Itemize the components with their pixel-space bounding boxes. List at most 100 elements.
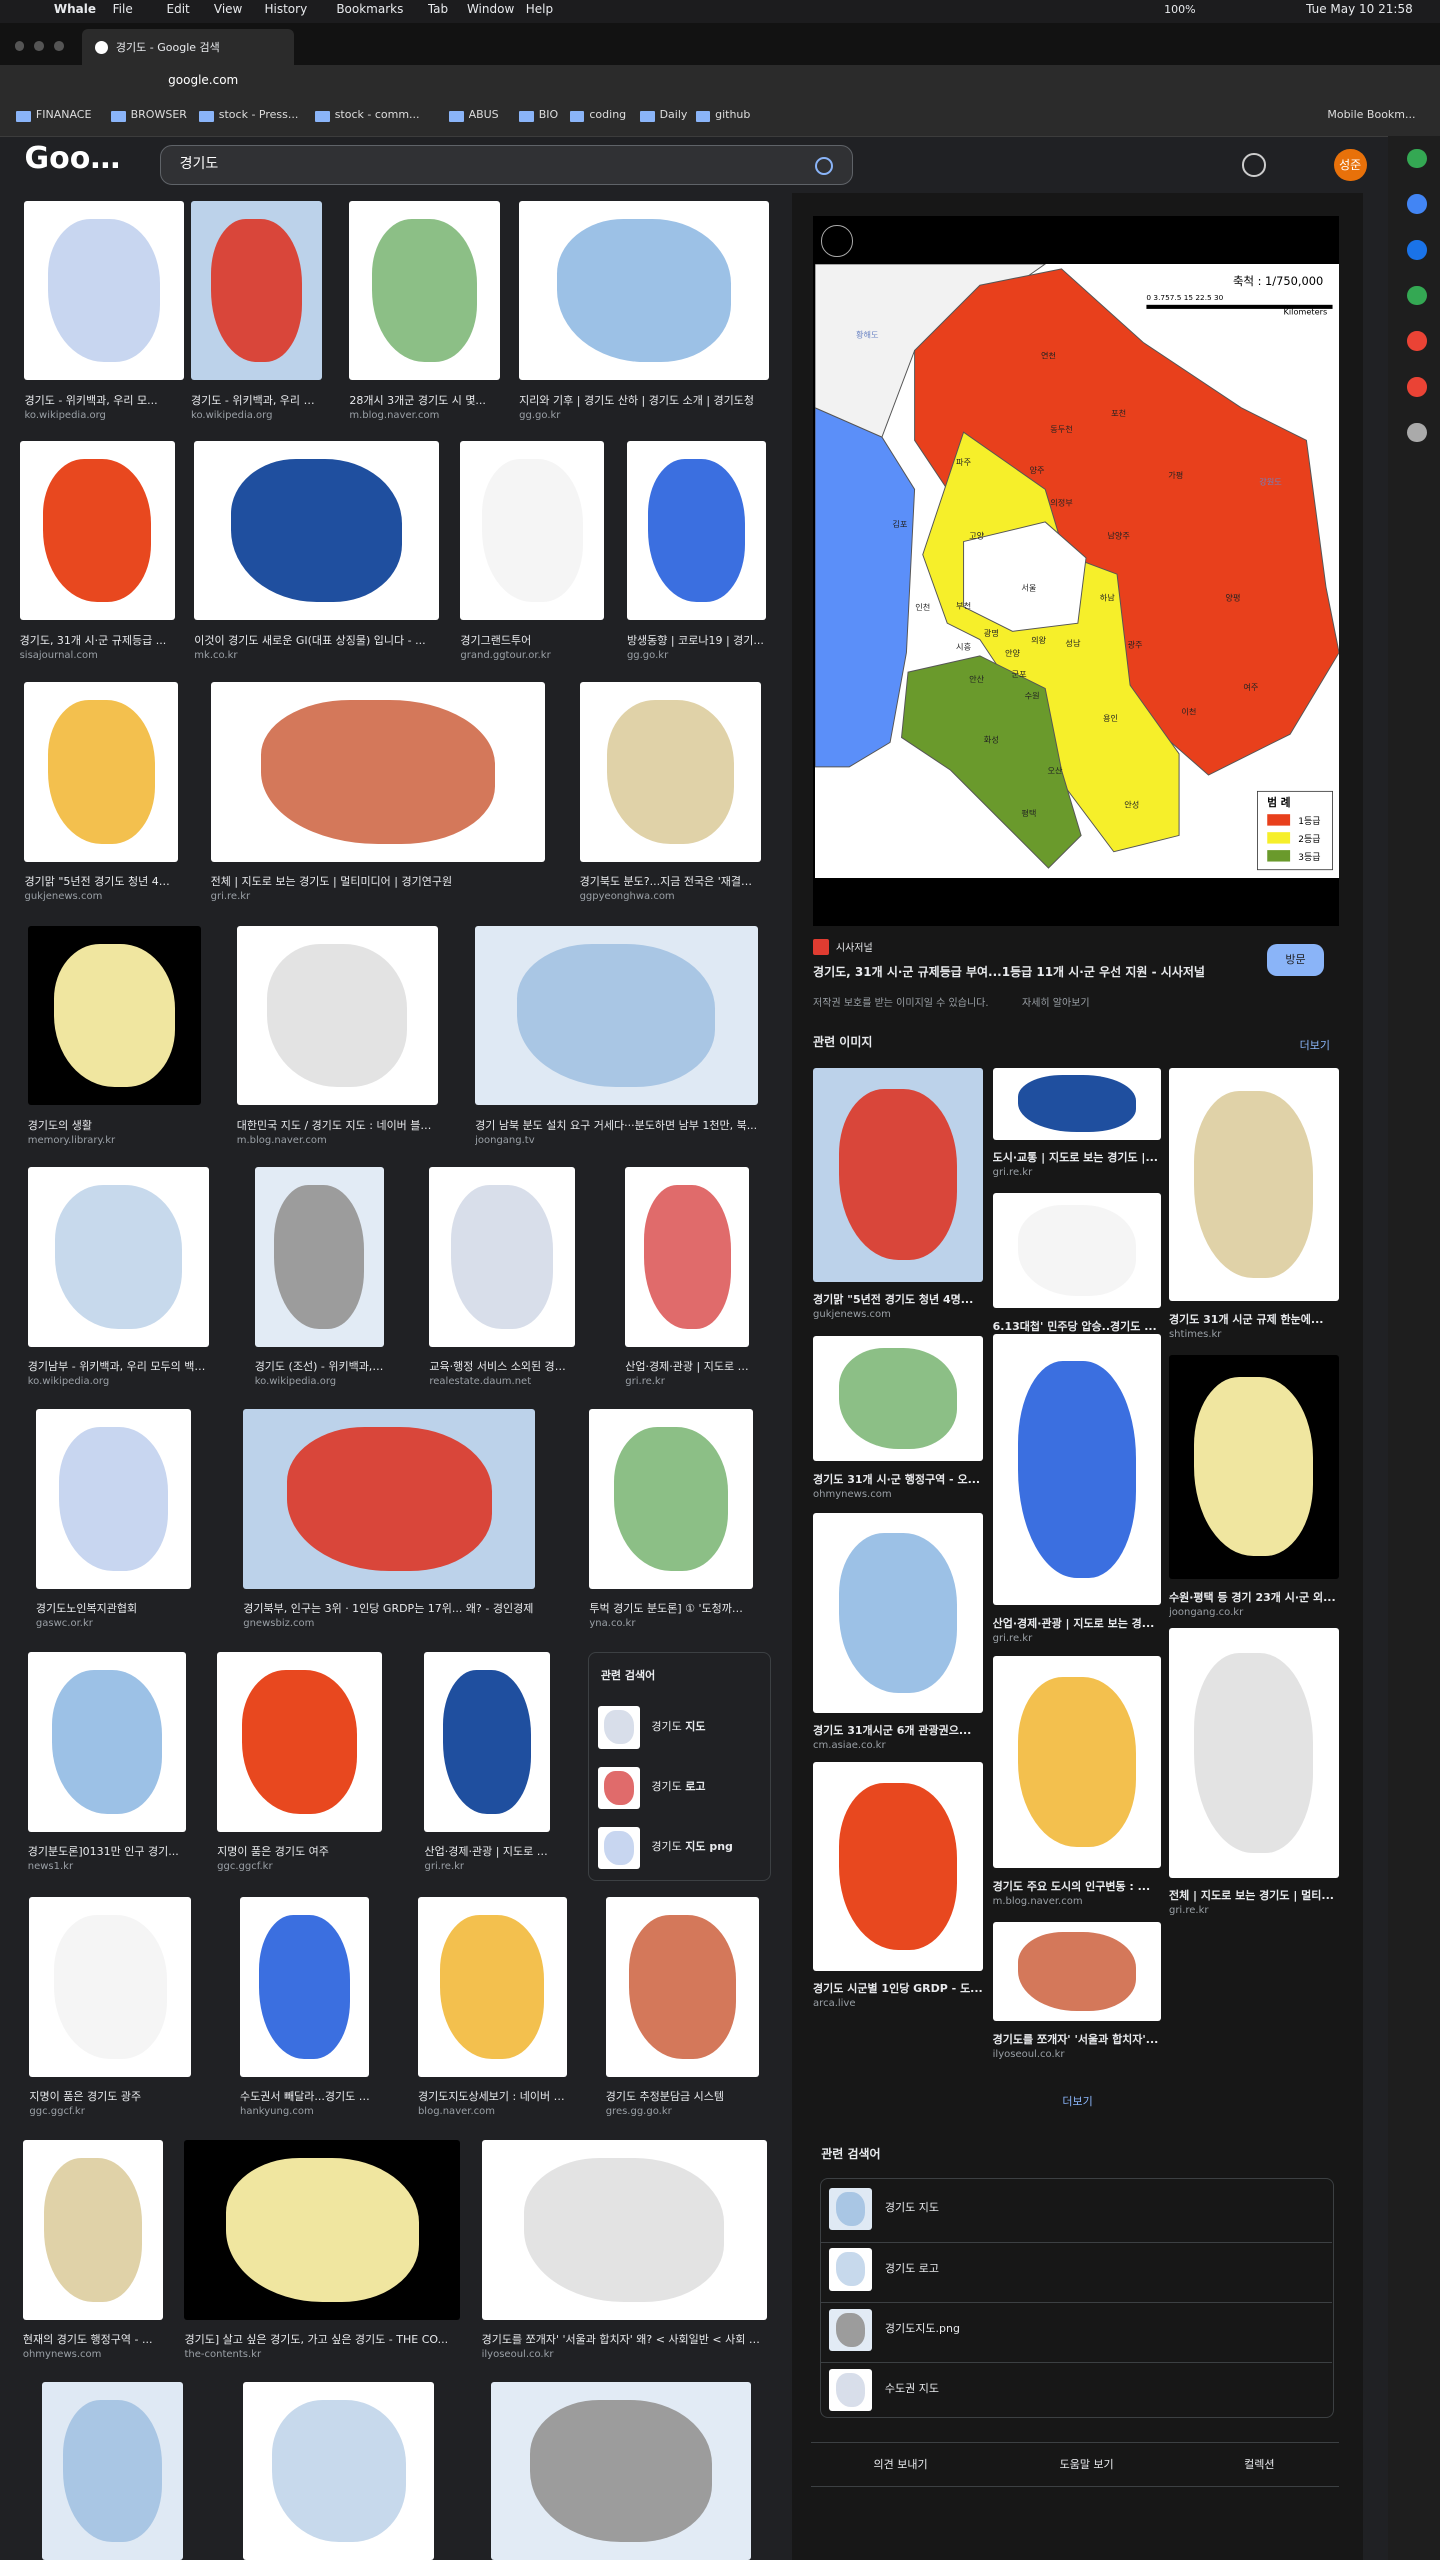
result-thumb[interactable] xyxy=(579,682,761,863)
result-thumb[interactable] xyxy=(605,1897,760,2077)
related-image-thumb[interactable] xyxy=(992,1921,1161,2022)
related-searches-box[interactable] xyxy=(819,2177,1335,2419)
result-source[interactable]: the-contents.kr xyxy=(184,2349,262,2361)
result-title[interactable]: 산업·경제·관광 | 지도로 보는 ... xyxy=(625,1360,756,1374)
result-thumb[interactable] xyxy=(35,1408,191,1589)
related-search-thumb[interactable] xyxy=(829,2187,872,2231)
result-title[interactable]: 경기맑 "5년전 경기도 청년 4명... xyxy=(24,875,178,889)
bookmark-icon[interactable] xyxy=(640,111,655,123)
result-source[interactable]: ggpyeonghwa.com xyxy=(579,891,675,903)
related-search-item[interactable]: 수도권 지도 xyxy=(884,2382,939,2396)
result-thumb[interactable] xyxy=(429,1167,575,1347)
result-title[interactable]: 경기도] 살고 싶은 경기도, 가고 싶은 경기도 - THE CO... xyxy=(184,2333,449,2347)
related-image-thumb[interactable] xyxy=(813,1335,983,1462)
result-thumb[interactable] xyxy=(22,2140,164,2320)
result-thumb[interactable] xyxy=(24,200,185,381)
result-source[interactable]: sisajournal.com xyxy=(19,649,98,661)
settings-btn[interactable] xyxy=(1242,153,1267,178)
search-query[interactable]: 경기도 xyxy=(179,156,219,173)
result-source[interactable]: ko.wikipedia.org xyxy=(254,1376,337,1388)
result-thumb[interactable] xyxy=(626,440,766,621)
result-thumb[interactable] xyxy=(27,925,201,1106)
result-title[interactable]: 경기도지도상세보기 : 네이버 블... xyxy=(417,2090,567,2104)
result-source[interactable]: blog.naver.com xyxy=(417,2106,495,2118)
result-title[interactable]: 28개시 3개군 경기도 시 몇... xyxy=(349,393,486,407)
result-title[interactable]: 경기도 - 위키백과, 우리 모... xyxy=(191,393,322,407)
result-title[interactable]: 경기도, 31개 시·군 규제등급 ... xyxy=(19,633,167,647)
related-item-thumb[interactable] xyxy=(597,1826,640,1870)
related-item-thumb[interactable] xyxy=(597,1766,640,1809)
related-search-item[interactable]: 경기도 로고 xyxy=(884,2261,939,2275)
result-source[interactable]: m.blog.naver.com xyxy=(349,409,440,421)
result-source[interactable]: gnewsbiz.com xyxy=(243,1617,315,1629)
bookmark-icon[interactable] xyxy=(519,111,534,123)
result-source[interactable]: memory.library.kr xyxy=(27,1134,116,1146)
search-btn[interactable] xyxy=(814,156,834,176)
related-image-thumb[interactable] xyxy=(992,1333,1161,1605)
result-source[interactable]: yna.co.kr xyxy=(589,1617,636,1629)
result-title[interactable]: 경기도노인복지관협회 xyxy=(35,1602,138,1615)
bookmark-icon[interactable] xyxy=(199,111,214,123)
result-title[interactable]: 지명이 품은 경기도 여주 xyxy=(217,1845,329,1859)
result-title[interactable]: 경기도 - 위키백과, 우리 모... xyxy=(24,393,158,407)
result-thumb[interactable] xyxy=(27,1167,209,1347)
related-image-thumb[interactable] xyxy=(813,1067,983,1282)
related-search-thumb[interactable] xyxy=(829,2308,872,2351)
result-source[interactable]: ggc.ggcf.kr xyxy=(29,2106,85,2118)
result-title[interactable]: 경기도 (조선) - 위키백과, 우리... xyxy=(254,1360,386,1374)
result-source[interactable]: gg.go.kr xyxy=(519,409,561,421)
result-source[interactable]: ko.wikipedia.org xyxy=(24,409,106,421)
tab[interactable] xyxy=(81,29,294,66)
result-title[interactable]: 경기그랜드투어 xyxy=(460,633,532,647)
bookmark-icon[interactable] xyxy=(16,111,31,123)
result-thumb[interactable] xyxy=(243,1408,536,1589)
related-image-thumb[interactable] xyxy=(1168,1627,1339,1878)
result-thumb[interactable] xyxy=(24,682,178,863)
result-thumb[interactable] xyxy=(210,682,546,863)
result-source[interactable]: ko.wikipedia.org xyxy=(27,1376,110,1388)
footer-link[interactable]: 컬렉션 xyxy=(1244,2457,1275,2471)
result-source[interactable]: ko.wikipedia.org xyxy=(191,409,273,421)
new-tab-btn[interactable] xyxy=(309,38,329,58)
result-title[interactable]: 교육·행정 서비스 소외된 경기... xyxy=(429,1360,575,1374)
result-title[interactable]: 경기남부 - 위키백과, 우리 모두의 백과... xyxy=(27,1360,209,1374)
related-search-item[interactable]: 경기도 지도 xyxy=(884,2201,939,2215)
bookmark-icon[interactable] xyxy=(695,111,711,123)
result-source[interactable]: ilyoseoul.co.kr xyxy=(481,2349,554,2361)
related-item[interactable]: 경기도 지도 png xyxy=(651,1838,765,1858)
bookmark[interactable]: stock - comm... xyxy=(334,107,420,121)
result-source[interactable]: gri.re.kr xyxy=(424,1861,465,1873)
result-source[interactable]: m.blog.naver.com xyxy=(236,1134,327,1146)
result-title[interactable]: 대한민국 지도 / 경기도 지도 : 네이버 블로... xyxy=(236,1118,438,1132)
close-btn[interactable] xyxy=(821,225,853,257)
bookmark-bar[interactable] xyxy=(0,101,1440,137)
result-thumb[interactable] xyxy=(424,1652,551,1832)
result-source[interactable]: realestate.daum.net xyxy=(429,1376,532,1388)
result-title[interactable]: 경기 남북 분도 설치 요구 거세다···분도하면 남부 1천만, 북... xyxy=(475,1118,758,1132)
result-title[interactable]: 현재의 경기도 행정구역 - ... xyxy=(22,2333,153,2347)
result-title[interactable]: 지리와 기후 | 경기도 산하 | 경기도 소개 | 경기도청 xyxy=(519,393,755,407)
result-thumb[interactable] xyxy=(519,200,769,381)
result-thumb[interactable] xyxy=(191,200,322,381)
result-title[interactable]: 산업·경제·관광 | 지도로 보는 ... xyxy=(424,1845,556,1859)
related-image-thumb[interactable] xyxy=(813,1513,983,1713)
result-title[interactable]: 경기도 추정분담금 시스템 xyxy=(605,2090,725,2104)
result-thumb[interactable] xyxy=(417,1897,567,2077)
learn-more-link[interactable]: 자세히 알아보기 xyxy=(1022,998,1090,1010)
result-source[interactable]: ohmynews.com xyxy=(22,2349,102,2361)
related-search-item[interactable]: 경기도지도.png xyxy=(884,2322,960,2335)
result-thumb[interactable] xyxy=(217,1652,383,1832)
bookmark-icon[interactable] xyxy=(315,111,330,123)
menu-item[interactable]: History xyxy=(264,1,308,16)
tab-title[interactable]: 경기도 - Google 검색 xyxy=(115,41,220,55)
bookmark[interactable]: github xyxy=(715,107,751,121)
menu-item[interactable]: Bookmarks xyxy=(336,1,404,16)
related-searches-title[interactable]: 관련 검색어 xyxy=(821,2147,881,2162)
result-source[interactable]: gaswc.or.kr xyxy=(35,1617,93,1629)
bookmark-icon[interactable] xyxy=(448,111,464,123)
result-source[interactable]: mk.co.kr xyxy=(194,649,238,661)
result-title[interactable]: 경기도의 생활 xyxy=(27,1118,92,1132)
result-title[interactable]: 경기북도 분도?...지금 전국은 '재결합 ... xyxy=(579,875,761,889)
result-title[interactable]: 경기분도론]0131만 인구 경기... xyxy=(27,1845,179,1859)
bookmark[interactable]: Mobile Bookm... xyxy=(1327,107,1416,121)
